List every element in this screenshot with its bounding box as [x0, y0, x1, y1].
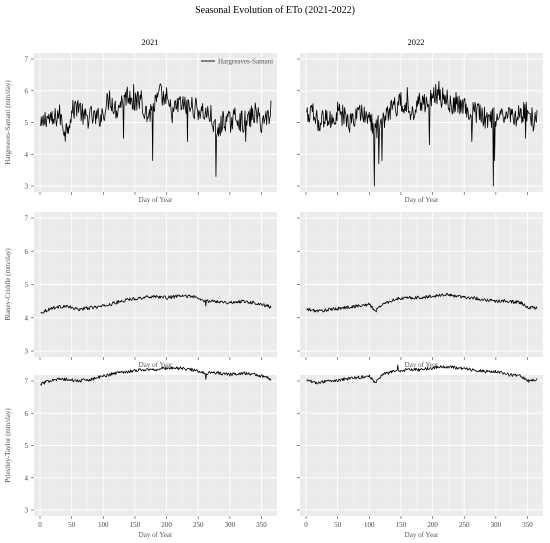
x-tick-label: 0: [38, 521, 42, 529]
y-tick-label: 4: [25, 151, 29, 159]
series-line-2022: [306, 364, 538, 385]
x-tick-label: 50: [68, 521, 76, 529]
x-tick-label: 200: [161, 521, 172, 529]
y-tick-label: 5: [25, 119, 29, 127]
y-tick-label: 4: [25, 314, 29, 322]
x-tick-label: 150: [130, 521, 141, 529]
x-axis-title: Day of Year: [405, 196, 439, 204]
y-tick-label: 3: [25, 348, 29, 356]
x-axis-title: Day of Year: [139, 196, 173, 204]
x-tick-label: 150: [396, 521, 407, 529]
y-tick-label: 5: [25, 281, 29, 289]
x-tick-label: 250: [459, 521, 470, 529]
series-line-2021: [40, 294, 272, 314]
y-tick-label: 4: [25, 474, 29, 482]
y-axis-title: Blaney-Criddle (mm/day): [4, 248, 12, 321]
x-axis-title: Day of Year: [405, 531, 439, 539]
x-tick-label: 100: [364, 521, 375, 529]
x-axis-title: Day of Year: [139, 531, 173, 539]
panel-1-2021: 3 4 5 6 7 Day of Year Blaney-Criddle (mm/day): [4, 212, 277, 369]
y-tick-label: 7: [25, 378, 29, 386]
y-tick-label: 6: [25, 248, 29, 256]
panel-grid: 3 4 5 6 7 Day of Year Hargreaves-Samani (mm/da…: [4, 53, 543, 539]
series-line-2021: [40, 366, 272, 386]
y-tick-label: 5: [25, 442, 29, 450]
x-tick-label: 200: [427, 521, 438, 529]
y-tick-label: 3: [25, 183, 29, 191]
x-axis-title: Day of Year: [405, 361, 439, 369]
x-tick-label: 250: [193, 521, 204, 529]
y-axis-title: Priestley-Taylor (mm/day): [4, 408, 12, 483]
x-tick-label: 300: [491, 521, 502, 529]
panel-0-2022: Day of Year: [297, 53, 543, 204]
x-tick-label: 0: [304, 521, 308, 529]
y-tick-label: 6: [25, 87, 29, 95]
legend-label: Hargreaves-Samani: [218, 58, 273, 66]
y-tick-label: 6: [25, 410, 29, 418]
x-tick-label: 350: [522, 521, 533, 529]
panel-2-2022: 0 50 100 150 200 250 300 350 Day of Year: [297, 364, 543, 539]
panel-0-2021: 3 4 5 6 7 Day of Year Hargreaves-Samani (mm/da…: [4, 53, 277, 204]
y-tick-label: 3: [25, 507, 29, 515]
series-line-2022: [306, 80, 538, 187]
x-tick-label: 100: [98, 521, 109, 529]
chart-title: Seasonal Evolution of ETo (2021-2022): [195, 5, 355, 16]
y-axis-title: Hargreaves-Samani (mm/day): [4, 80, 12, 165]
series-line-2022: [306, 292, 538, 313]
y-tick-label: 7: [25, 215, 29, 223]
panel-2-2021: 3 4 5 6 7 0 50 100 150 200 250 300 350 Day of Year Pri…: [4, 366, 277, 539]
column-strip-2021: 2021: [142, 37, 159, 47]
x-tick-label: 50: [334, 521, 342, 529]
column-strip-2022: 2022: [408, 37, 425, 47]
y-tick-label: 7: [25, 56, 29, 64]
x-tick-label: 350: [256, 521, 267, 529]
x-tick-label: 300: [225, 521, 236, 529]
legend: Hargreaves-Samani: [201, 58, 273, 66]
x-axis-title: Day of Year: [139, 361, 173, 369]
series-line-2021: [40, 83, 272, 177]
panel-1-2022: Day of Year: [297, 212, 543, 369]
